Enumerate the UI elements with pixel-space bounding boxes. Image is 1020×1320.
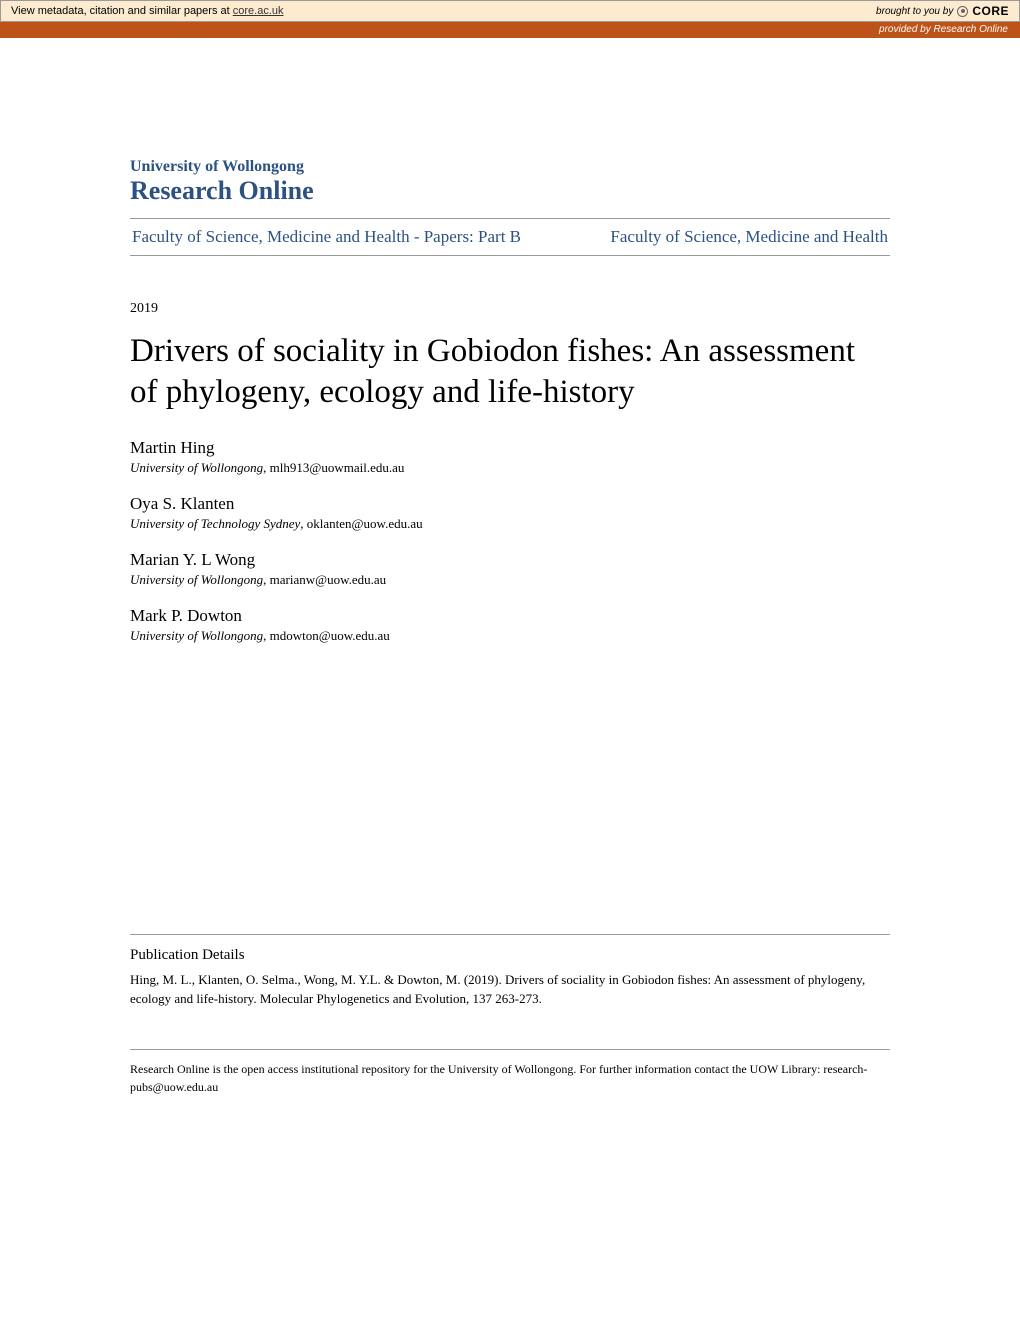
faculty-collection-link[interactable]: Faculty of Science, Medicine and Health … [132, 227, 521, 247]
core-banner: View metadata, citation and similar pape… [0, 0, 1020, 22]
banner-attribution: brought to you by CORE [876, 4, 1009, 18]
banner-metadata: View metadata, citation and similar pape… [11, 5, 284, 17]
faculty-link[interactable]: Faculty of Science, Medicine and Health [610, 227, 888, 247]
affiliation-institution: University of Wollongong [130, 460, 263, 475]
core-brand: CORE [972, 4, 1009, 18]
author-block: Mark P. Dowton University of Wollongong,… [130, 606, 890, 644]
author-name: Marian Y. L Wong [130, 550, 890, 570]
provided-by-banner: provided by Research Online [0, 22, 1020, 38]
faculty-row: Faculty of Science, Medicine and Health … [130, 218, 890, 256]
author-block: Oya S. Klanten University of Technology … [130, 494, 890, 532]
author-name: Martin Hing [130, 438, 890, 458]
brought-by-text: brought to you by [876, 6, 953, 17]
core-logo-icon [957, 6, 968, 17]
provided-by-label: provided by [879, 24, 933, 35]
metadata-text: View metadata, citation and similar pape… [11, 5, 233, 17]
footer-section: Research Online is the open access insti… [130, 1049, 890, 1096]
author-affiliation: University of Wollongong, marianw@uow.ed… [130, 572, 890, 588]
author-email: , mdowton@uow.edu.au [263, 628, 390, 643]
author-email: , marianw@uow.edu.au [263, 572, 386, 587]
author-email: , mlh913@uowmail.edu.au [263, 460, 404, 475]
footer-text: Research Online is the open access insti… [130, 1060, 890, 1096]
affiliation-institution: University of Wollongong [130, 572, 263, 587]
author-name: Oya S. Klanten [130, 494, 890, 514]
repository-name[interactable]: Research Online [130, 176, 890, 206]
author-affiliation: University of Wollongong, mdowton@uow.ed… [130, 628, 890, 644]
core-link[interactable]: core.ac.uk [233, 5, 284, 17]
publication-details-section: Publication Details Hing, M. L., Klanten… [130, 934, 890, 1009]
author-name: Mark P. Dowton [130, 606, 890, 626]
author-affiliation: University of Wollongong, mlh913@uowmail… [130, 460, 890, 476]
affiliation-institution: University of Technology Sydney [130, 516, 300, 531]
publication-year: 2019 [130, 301, 890, 317]
author-affiliation: University of Technology Sydney, oklante… [130, 516, 890, 532]
affiliation-institution: University of Wollongong [130, 628, 263, 643]
author-block: Marian Y. L Wong University of Wollongon… [130, 550, 890, 588]
publication-citation: Hing, M. L., Klanten, O. Selma., Wong, M… [130, 970, 890, 1009]
author-email: , oklanten@uow.edu.au [300, 516, 422, 531]
provided-by-value: Research Online [934, 24, 1008, 35]
publication-details-heading: Publication Details [130, 947, 890, 964]
paper-title: Drivers of sociality in Gobiodon fishes:… [130, 331, 890, 414]
institution-name: University of Wollongong [130, 158, 890, 176]
page-content: University of Wollongong Research Online… [0, 38, 1020, 1136]
author-block: Martin Hing University of Wollongong, ml… [130, 438, 890, 476]
